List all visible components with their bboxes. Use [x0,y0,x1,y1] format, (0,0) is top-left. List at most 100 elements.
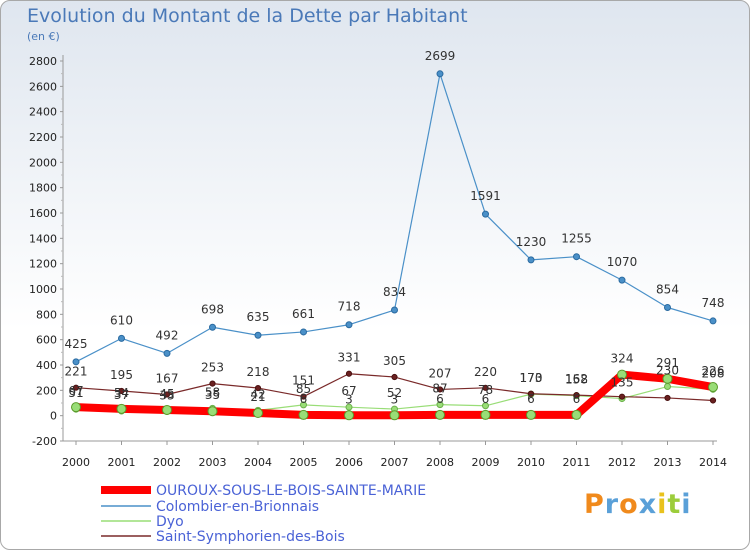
data-point [391,373,398,381]
data-label: 37 [114,388,129,402]
data-label: 52 [387,386,402,400]
legend-label: OUROUX-SOUS-LE-BOIS-SAINTE-MARIE [156,483,426,499]
data-label: 748 [702,296,725,310]
data-point [709,397,717,404]
y-tick-label: -200 [32,435,57,448]
x-tick-label: 2005 [290,456,318,469]
data-point [207,406,218,417]
data-label: 6 [300,392,308,406]
data-point [436,401,444,409]
data-label: 6 [436,392,444,406]
y-tick-label: 2400 [29,106,57,119]
data-label: 6 [573,392,581,406]
data-point [571,409,582,420]
data-label: 1591 [470,189,501,203]
data-label: 834 [383,285,406,299]
data-label: 167 [156,372,179,386]
data-label: 207 [429,366,452,380]
x-tick-label: 2004 [244,456,272,469]
data-point [345,321,353,329]
x-tick-label: 2014 [699,456,727,469]
data-label: 221 [65,365,88,379]
data-label: 220 [474,365,497,379]
y-tick-label: 1600 [29,207,57,220]
data-point [482,210,489,218]
data-point [300,401,307,409]
data-label: 253 [201,361,224,375]
y-tick-label: 2800 [29,55,57,68]
data-label: 610 [110,313,133,327]
data-point [118,387,125,395]
data-label: 2699 [425,49,456,63]
axes: -200 0 200 400 600 800 1000 1200 1400 1600 1800 200… [29,55,727,469]
data-point [709,317,717,325]
x-tick-label: 2002 [153,456,181,469]
y-tick-label: 2000 [29,156,57,169]
data-point [527,390,535,397]
data-point [573,392,580,399]
data-label: 718 [338,300,361,314]
data-point [209,380,216,387]
data-point [300,328,307,336]
data-label: 230 [656,364,679,378]
y-tick-label: 1000 [29,283,57,296]
series-layer [71,70,718,421]
data-point [664,383,671,391]
data-label: 21 [250,390,265,404]
x-tick-label: 2001 [108,456,136,469]
data-label: 331 [338,351,361,365]
data-label: 3 [391,392,399,406]
data-label: 305 [383,354,406,368]
y-tick-label: 0 [50,410,57,423]
data-label: 492 [156,328,179,342]
y-tick-label: 2600 [29,80,57,93]
data-label: 291 [656,356,679,370]
data-label: 226 [702,364,725,378]
series-line [75,73,714,363]
data-label: 173 [520,371,543,385]
data-label: 162 [565,372,588,386]
data-label: 3 [345,392,353,406]
data-label: 6 [527,392,535,406]
data-point [482,402,489,410]
data-label: 35 [205,388,220,402]
data-point [436,386,444,393]
data-label: 854 [656,282,679,296]
data-point [573,253,580,261]
proxiti-logo: Proxiti [584,489,692,520]
x-tick-label: 2000 [62,456,90,469]
y-tick-label: 200 [36,384,57,397]
x-tick-label: 2006 [335,456,363,469]
series-0 [71,369,718,421]
data-point [344,410,354,421]
data-point [300,393,307,400]
data-label: 6 [482,392,490,406]
data-point [526,409,536,420]
legend-label: Colombier-en-Brionnais [156,499,319,515]
data-point [209,323,216,331]
data-label: 85 [296,382,311,396]
series-1 [72,70,717,366]
data-label: 1255 [561,232,592,246]
data-point [345,403,353,411]
x-tick-label: 2011 [563,456,591,469]
data-label: 195 [110,368,133,382]
data-point [435,409,445,420]
y-tick-label: 600 [36,334,57,347]
data-label: 33 [159,388,174,402]
data-label: 87 [432,382,447,396]
data-point [617,369,627,380]
y-tick-label: 1800 [29,182,57,195]
series-3 [72,370,717,404]
data-point [391,306,398,314]
x-tick-label: 2008 [426,456,454,469]
legend-label: Saint-Symphorien-des-Bois [156,529,345,545]
data-point [116,403,127,414]
data-label: 208 [702,366,725,380]
legend: OUROUX-SOUS-LE-BOIS-SAINTE-MARIEColombie… [101,483,426,545]
data-label: 1230 [516,235,547,249]
data-label: 151 [292,374,315,388]
chart-title: Evolution du Montant de la Dette par Hab… [27,5,468,27]
